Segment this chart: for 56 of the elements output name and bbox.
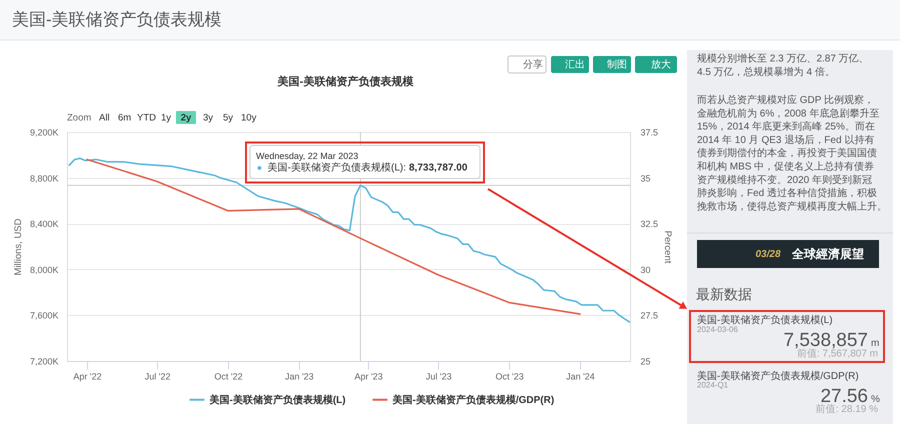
text: All xyxy=(99,112,110,124)
text: 前值: 28.19 % xyxy=(816,403,878,415)
legend-label: 美国-美联储资产负债表规模(L) xyxy=(208,394,346,406)
text: 03/28 xyxy=(755,249,781,260)
text: 10y xyxy=(241,112,257,124)
y2-tick-label: 35 xyxy=(640,173,651,184)
annotation: Wednesday, 22 Mar 2023 xyxy=(256,151,358,161)
text: 2024-03-06 xyxy=(697,325,738,334)
text: 放大 xyxy=(651,58,671,70)
text: YTD xyxy=(137,112,156,124)
text: 汇出 xyxy=(565,58,585,70)
y-tick-label: 7,600K xyxy=(30,310,58,321)
y2-tick-label: 27.5 xyxy=(640,310,658,321)
y2-axis-title: Percent xyxy=(662,230,674,264)
y2-tick-label: 37.5 xyxy=(640,128,658,138)
text: m xyxy=(871,338,880,349)
y-tick-label: 7,200K xyxy=(30,356,58,366)
text: 最新数据 xyxy=(696,286,752,302)
legend-label: 美国-美联储资产负债表规模/GDP(R) xyxy=(392,394,554,406)
x-tick-label: Apr '22 xyxy=(73,372,102,382)
text: 规模分别增长至 2.3 万亿、2.87 万亿、4.5 万亿，总规模暴增为 4 倍。 xyxy=(697,52,869,78)
annotation: 8,733,787.00 xyxy=(409,162,468,174)
annotation: 美国-美联储资产负债表规模(L): xyxy=(268,162,406,174)
text: 1y xyxy=(161,112,172,124)
y2-tick-label: 32.5 xyxy=(640,219,658,230)
text: 全球經濟展望 xyxy=(791,247,864,261)
text: 美国-美联储资产负债表规模(L) xyxy=(697,314,833,326)
x-tick-label: Jul '22 xyxy=(144,372,170,382)
y-tick-label: 8,400K xyxy=(30,219,58,230)
x-tick-label: Oct '23 xyxy=(495,372,524,382)
text: 6m xyxy=(118,112,132,124)
y-tick-label: 8,800K xyxy=(30,173,58,184)
text: Zoom xyxy=(67,112,92,124)
x-tick-label: Jan '24 xyxy=(566,372,595,382)
text: 制图 xyxy=(607,58,627,70)
text: 3y xyxy=(203,112,214,124)
text: 美国-美联储资产负债表规模 xyxy=(12,10,222,29)
y-tick-label: 8,000K xyxy=(30,264,58,275)
x-tick-label: Jul '23 xyxy=(426,372,452,382)
text: 美国-美联储资产负债表规模/GDP(R) xyxy=(697,370,859,382)
y-tick-label: 9,200K xyxy=(30,128,58,138)
text: 前值: 7,567,807 m xyxy=(796,348,878,360)
y2-tick-label: 25 xyxy=(640,356,651,366)
x-tick-label: Apr '23 xyxy=(354,372,383,382)
chart-title: 美国-美联储资产负债表规模 xyxy=(276,75,414,88)
text: 分享 xyxy=(523,58,543,70)
text: % xyxy=(871,394,880,405)
x-tick-label: Oct '22 xyxy=(214,372,243,382)
y-axis-title: Millions, USD xyxy=(12,218,24,276)
text: 而若从总资产规模对应 GDP 比例观察，金融危机前为 6%，2008 年底急剧攀升至 15%，2014 年底更来到高峰 25%。而在 2014 年 10 月 QE3 退场后，Fed 以持有债券到期偿付的本金，再投资于美国国债和机构 MBS 中，促使名义上总持有债券资产规模维持不变。2020 年则受到新冠肺炎影响，Fed 透过各种信贷措施，积极挽救市场，使得总资产规模再度大幅上升。 xyxy=(697,95,887,212)
text: 2024-Q1 xyxy=(697,380,729,390)
text: 2y xyxy=(180,112,192,124)
text: 5y xyxy=(223,112,234,124)
x-tick-label: Jan '23 xyxy=(284,372,314,382)
y2-tick-label: 30 xyxy=(640,264,651,275)
annotation: ● xyxy=(256,162,262,172)
